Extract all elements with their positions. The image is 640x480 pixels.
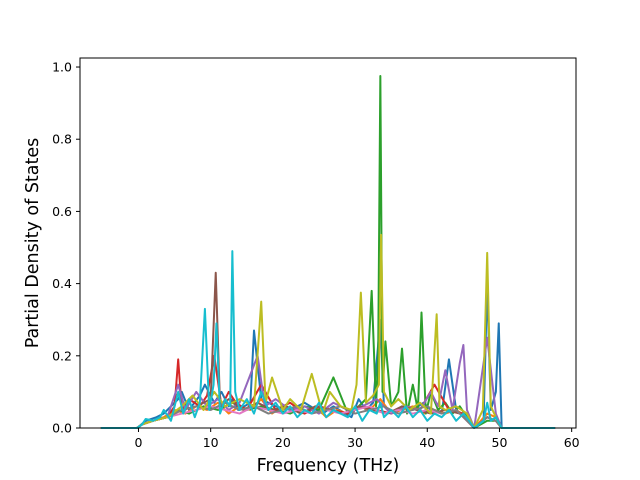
x-tick-label: 40 bbox=[419, 435, 435, 450]
plot-frame bbox=[79, 57, 577, 429]
x-axis-label: Frequency (THz) bbox=[257, 456, 400, 476]
y-axis: 0.0 0.2 0.4 0.6 0.8 1.0 bbox=[52, 60, 80, 436]
series-line-9 bbox=[100, 233, 556, 429]
x-tick-label: 20 bbox=[275, 435, 291, 450]
x-axis: 0 10 20 30 40 50 60 bbox=[135, 428, 580, 450]
x-tick-label: 10 bbox=[203, 435, 219, 450]
y-tick-label: 0.2 bbox=[52, 348, 72, 363]
series-line-10 bbox=[100, 250, 556, 429]
x-tick-label: 60 bbox=[564, 435, 580, 450]
x-tick-label: 50 bbox=[492, 435, 508, 450]
y-tick-label: 0.0 bbox=[52, 421, 72, 436]
plot-lines bbox=[100, 75, 556, 429]
y-tick-label: 0.6 bbox=[52, 204, 72, 219]
y-tick-label: 0.4 bbox=[52, 276, 72, 291]
series-line-8 bbox=[100, 401, 556, 429]
x-tick-label: 0 bbox=[135, 435, 143, 450]
y-axis-label: Partial Density of States bbox=[23, 138, 43, 349]
x-tick-label: 30 bbox=[347, 435, 363, 450]
y-tick-label: 0.8 bbox=[52, 132, 72, 147]
y-tick-label: 1.0 bbox=[52, 60, 72, 75]
